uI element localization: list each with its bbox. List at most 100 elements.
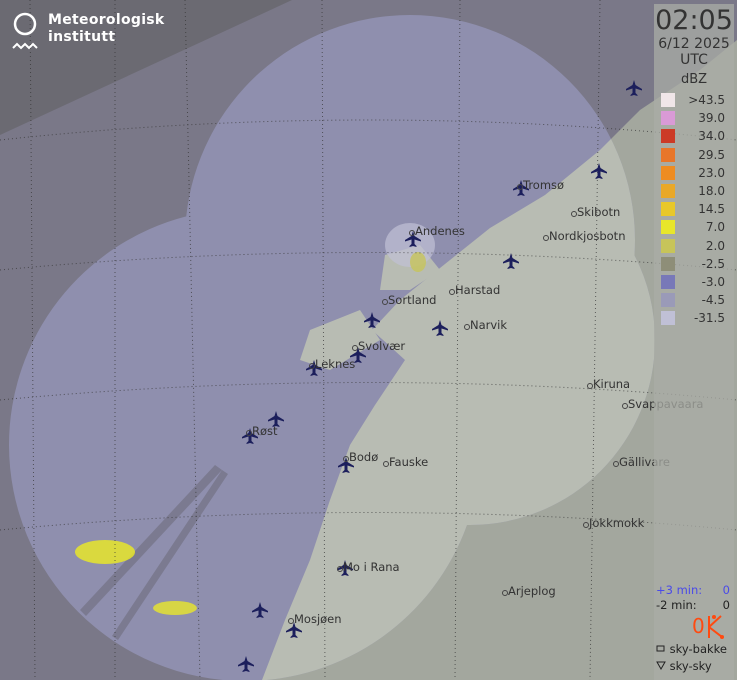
legend-swatch — [661, 93, 675, 108]
legend-label: 2.0 — [705, 238, 725, 253]
legend-label: >43.5 — [688, 93, 725, 108]
minus2-label: -2 min: — [656, 598, 697, 612]
legend-item: 29.5 — [654, 146, 734, 164]
precipitation-echoes — [75, 223, 435, 615]
airplane-icon[interactable] — [591, 163, 607, 179]
legend-item: 18.0 — [654, 182, 734, 200]
legend-item: 14.5 — [654, 200, 734, 218]
place-label[interactable]: Andenes — [415, 224, 465, 238]
legend-swatch — [661, 202, 675, 217]
unit-label: dBZ — [680, 72, 708, 87]
date: 6/12 2025 — [658, 36, 730, 52]
airplane-icon[interactable] — [364, 312, 380, 328]
legend-item: 34.0 — [654, 127, 734, 145]
place-marker — [613, 461, 619, 467]
legend-label: 23.0 — [698, 165, 725, 180]
legend-label: 7.0 — [705, 220, 725, 235]
place-label[interactable]: Røst — [252, 424, 278, 438]
place-marker — [352, 345, 358, 351]
place-label[interactable]: Harstad — [455, 283, 501, 297]
airplane-icon[interactable] — [405, 231, 421, 247]
place-marker — [587, 383, 593, 389]
lightning-total: 0 — [692, 614, 705, 638]
airplane-icon[interactable] — [337, 560, 353, 576]
place-marker — [464, 324, 470, 330]
airplane-icon[interactable] — [238, 656, 254, 672]
place-marker — [449, 289, 455, 295]
legend-swatch — [661, 274, 675, 289]
airplane-icon[interactable] — [338, 457, 354, 473]
legend-item: -2.5 — [654, 255, 734, 273]
place-label[interactable]: Leknes — [315, 357, 356, 371]
legend-item: >43.5 — [654, 91, 734, 109]
place-label[interactable]: Arjeplog — [508, 584, 556, 598]
legend-swatch — [661, 111, 675, 126]
place-marker — [246, 430, 252, 436]
place-marker — [502, 590, 508, 596]
legend-swatch — [661, 311, 675, 326]
place-marker — [383, 461, 389, 467]
place-marker — [309, 363, 315, 369]
airplane-icon[interactable] — [242, 428, 258, 444]
place-label[interactable]: Narvik — [470, 318, 508, 332]
legend-item: 39.0 — [654, 109, 734, 127]
minus2-value: 0 — [722, 598, 730, 612]
airplane-icon[interactable] — [350, 347, 366, 363]
place-marker — [583, 522, 589, 528]
place-label[interactable]: Svolvær — [358, 339, 406, 353]
legend-panel: 02:05 6/12 2025 UTC dBZ >43.5 39.0 34.0 29.… — [654, 4, 734, 680]
place-marker — [543, 235, 549, 241]
legend-swatch — [661, 184, 675, 199]
legend-item: 7.0 — [654, 218, 734, 236]
place-label[interactable]: Skibotn — [577, 205, 621, 219]
place-label[interactable]: Mo i Rana — [343, 560, 400, 574]
legend-swatch — [661, 165, 675, 180]
place-marker — [337, 566, 343, 572]
airplane-icon[interactable] — [286, 622, 302, 638]
timezone: UTC — [680, 52, 708, 68]
place-marker — [382, 299, 388, 305]
lightning-icon — [708, 615, 724, 639]
time: 02:05 — [655, 5, 733, 36]
cloud-strike-icon — [656, 661, 666, 671]
legend-label: -3.0 — [701, 274, 725, 289]
legend-label: 34.0 — [698, 129, 725, 144]
airplane-icon[interactable] — [252, 602, 268, 618]
place-marker — [517, 184, 523, 190]
logo-line2: institutt — [48, 29, 116, 45]
place-label[interactable]: Mosjøen — [294, 612, 342, 626]
place-label[interactable]: Nordkjosbotn — [549, 229, 626, 243]
legend-label: 29.5 — [698, 147, 725, 162]
airplane-icon[interactable] — [268, 411, 284, 427]
legend-label: 18.0 — [698, 184, 725, 199]
met-logo-icon — [12, 12, 38, 50]
legend-item: 2.0 — [654, 237, 734, 255]
plus3-value: 0 — [722, 583, 730, 597]
place-marker — [409, 230, 415, 236]
place-marker — [343, 456, 349, 462]
legend-item: -31.5 — [654, 309, 734, 327]
legend-swatch — [661, 129, 675, 144]
lightning-counts: +3 min: 0 -2 min: 0 — [654, 583, 734, 613]
legend-swatch — [661, 293, 675, 308]
plus3-label: +3 min: — [656, 583, 703, 597]
outside-area — [0, 0, 292, 135]
legend-swatch — [661, 256, 675, 271]
place-label[interactable]: Fauske — [389, 455, 429, 469]
place-label[interactable]: Tromsø — [523, 178, 565, 192]
legend-item: 23.0 — [654, 164, 734, 182]
place-label[interactable]: Bodø — [349, 450, 379, 464]
legend-swatch — [661, 220, 675, 235]
place-label[interactable]: Jokkmokk — [589, 516, 645, 530]
legend-label: -2.5 — [701, 256, 725, 271]
airplane-icon[interactable] — [626, 80, 642, 96]
place-label[interactable]: Kiruna — [593, 377, 631, 391]
ground-strike-label: sky-bakke — [669, 642, 727, 656]
legend-label: 39.0 — [698, 111, 725, 126]
place-label[interactable]: Sortland — [388, 293, 437, 307]
airplane-icon[interactable] — [432, 320, 448, 336]
met-logo[interactable]: Meteorologisk institutt — [12, 12, 165, 52]
airplane-icon[interactable] — [503, 253, 519, 269]
